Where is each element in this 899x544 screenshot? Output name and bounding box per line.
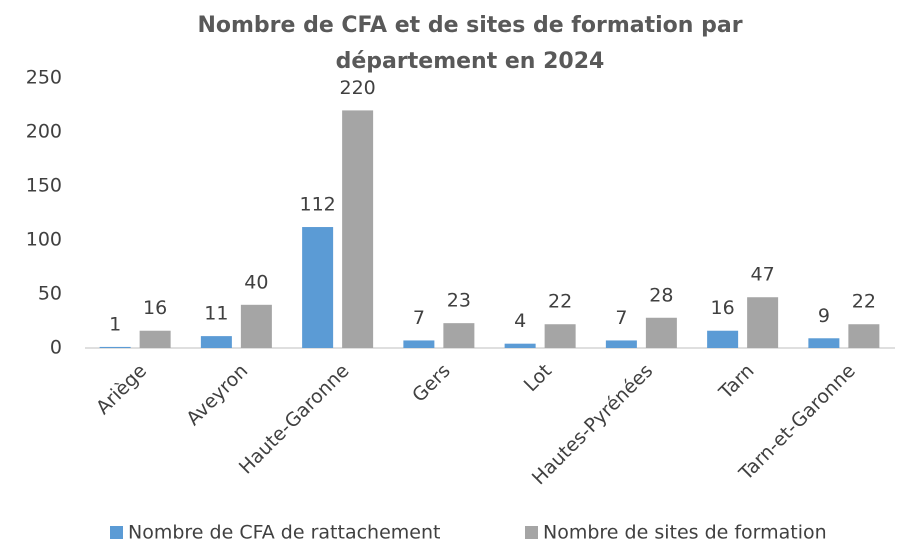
y-tick-label: 50	[38, 283, 62, 305]
x-tick-label: Ariège	[92, 360, 151, 419]
data-label: 7	[615, 307, 627, 329]
bar	[848, 324, 880, 348]
data-label: 220	[339, 77, 375, 99]
x-tick-label: Gers	[408, 360, 455, 407]
bar	[504, 343, 536, 348]
bar	[544, 324, 576, 348]
y-tick-label: 250	[26, 67, 62, 89]
bar	[99, 346, 131, 348]
bar	[200, 336, 232, 348]
data-label: 22	[852, 291, 876, 313]
bar	[342, 110, 374, 349]
legend-swatch	[110, 526, 123, 539]
x-tick-label: Lot	[520, 360, 556, 396]
data-label: 16	[143, 297, 167, 319]
data-label: 9	[818, 305, 830, 327]
bar	[645, 317, 677, 348]
y-tick-label: 150	[26, 175, 62, 197]
bar	[443, 323, 475, 348]
data-label: 22	[548, 291, 572, 313]
legend-label: Nombre de sites de formation	[543, 522, 827, 544]
data-label: 7	[413, 307, 425, 329]
x-tick-label: Aveyron	[182, 360, 252, 430]
y-tick-label: 200	[26, 121, 62, 143]
data-label: 40	[244, 271, 268, 293]
x-tick-label: Haute-Garonne	[235, 360, 354, 479]
y-tick-label: 0	[50, 337, 62, 359]
bar	[240, 304, 272, 348]
data-label: 1	[109, 313, 121, 335]
bar	[747, 297, 779, 348]
x-tick-label: Tarn	[714, 360, 758, 404]
bar	[302, 227, 334, 348]
data-label: 47	[751, 264, 775, 286]
bar	[707, 330, 739, 348]
data-label: 112	[299, 194, 335, 216]
data-label: 23	[447, 290, 471, 312]
bar	[808, 338, 840, 348]
data-label: 4	[514, 310, 526, 332]
legend-label: Nombre de CFA de rattachement	[128, 522, 440, 544]
y-tick-label: 100	[26, 229, 62, 251]
legend-swatch	[525, 526, 538, 539]
bar	[403, 340, 435, 348]
bar	[605, 340, 637, 348]
data-label: 28	[649, 284, 673, 306]
bar	[139, 330, 171, 348]
chart-title: Nombre de CFA et de sites de formation p…	[197, 13, 743, 74]
data-label: 16	[711, 297, 735, 319]
data-label: 11	[204, 303, 228, 325]
